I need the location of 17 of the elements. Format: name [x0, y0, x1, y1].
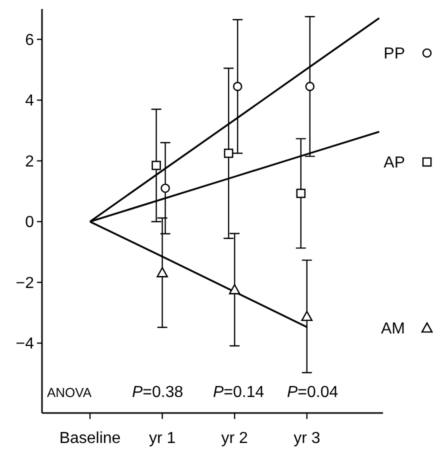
y-tick-label: 6 [25, 32, 34, 49]
legend-label: PP [384, 46, 405, 63]
annotation: ANOVA [47, 385, 92, 400]
x-tick-label: Baseline [59, 430, 121, 447]
x-tick-label: yr 2 [221, 430, 248, 447]
legend-label: AP [384, 154, 405, 172]
annotation: P=0.14 [213, 384, 264, 401]
y-tick-label: 2 [25, 153, 34, 170]
y-tick-label: 4 [25, 92, 34, 110]
x-tick-label: yr 1 [148, 430, 176, 447]
legend-label: AM [381, 320, 405, 338]
annotation: P=0.38 [132, 384, 184, 401]
y-tick-label: −2 [16, 274, 34, 292]
annotation: P=0.04 [287, 384, 338, 401]
x-tick-label: yr 3 [294, 430, 320, 447]
y-tick-label: 0 [25, 214, 34, 232]
y-tick-label: −4 [16, 336, 34, 353]
